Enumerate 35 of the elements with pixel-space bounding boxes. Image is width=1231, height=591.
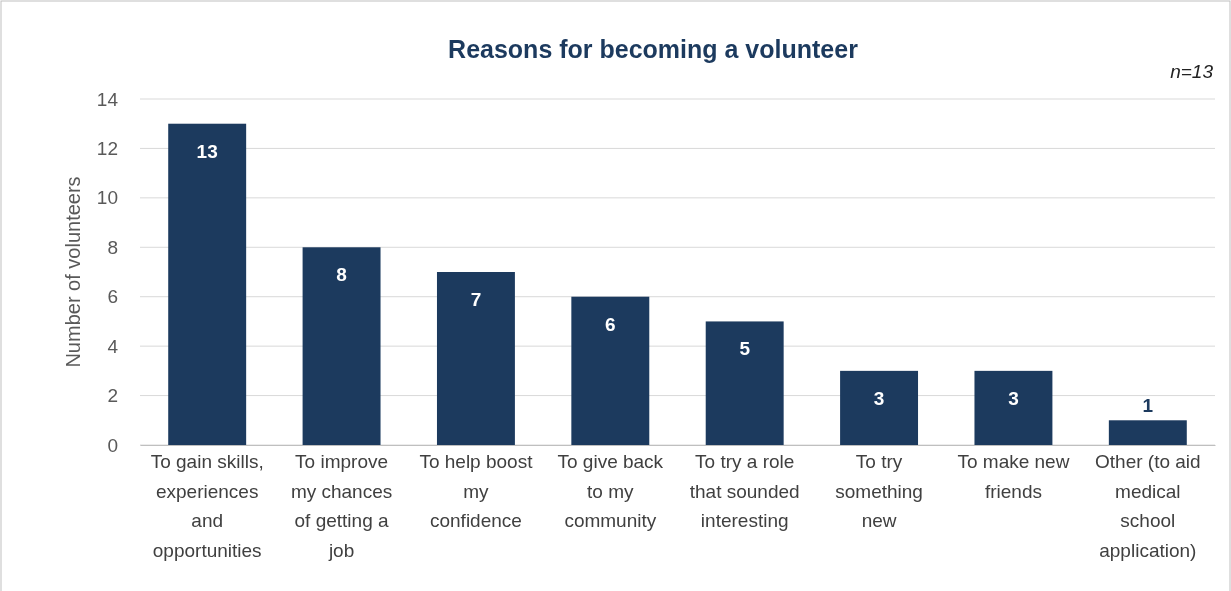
- y-tick-label: 10: [96, 187, 118, 209]
- chart-title: Reasons for becoming a volunteer: [448, 35, 859, 63]
- bar: [436, 272, 515, 445]
- x-tick-label: To improve my chances of getting a job: [290, 451, 393, 561]
- y-axis-title: Number of volunteers: [62, 176, 84, 368]
- x-tick-label: To help boost my confidence: [419, 451, 534, 532]
- data-label: 8: [336, 264, 347, 286]
- data-label: 7: [470, 289, 482, 310]
- x-tick-label: To give back to my community: [557, 451, 664, 532]
- x-tick-label: To try a role that sounded interesting: [689, 451, 800, 532]
- data-label: 5: [739, 338, 751, 360]
- y-tick-label: 6: [107, 286, 118, 308]
- bar: [705, 321, 784, 445]
- y-tick-label: 4: [107, 335, 119, 357]
- data-label: 3: [873, 387, 885, 409]
- bar: [571, 296, 650, 445]
- bar: [168, 123, 247, 445]
- bar: [302, 247, 381, 445]
- x-tick-label: Other (to aid medical school application): [1095, 451, 1201, 561]
- data-label: 3: [1008, 387, 1019, 409]
- y-tick-label: 0: [107, 434, 118, 456]
- bar: [840, 370, 919, 445]
- x-tick-label: To try something new: [835, 451, 923, 532]
- data-label: 13: [196, 140, 218, 162]
- y-tick-label: 12: [96, 138, 118, 160]
- y-tick-label: 14: [96, 88, 119, 110]
- x-tick-label: To gain skills, experiences and opportunities: [150, 451, 264, 561]
- y-tick-label: 8: [107, 236, 118, 258]
- bar: [1108, 420, 1187, 445]
- data-label: 6: [605, 313, 616, 335]
- bar: [974, 370, 1053, 445]
- text: n=13: [1170, 61, 1214, 82]
- x-tick-label: To make new friends: [957, 451, 1070, 502]
- y-tick-label: 2: [107, 385, 118, 407]
- data-label: 1: [1142, 395, 1154, 417]
